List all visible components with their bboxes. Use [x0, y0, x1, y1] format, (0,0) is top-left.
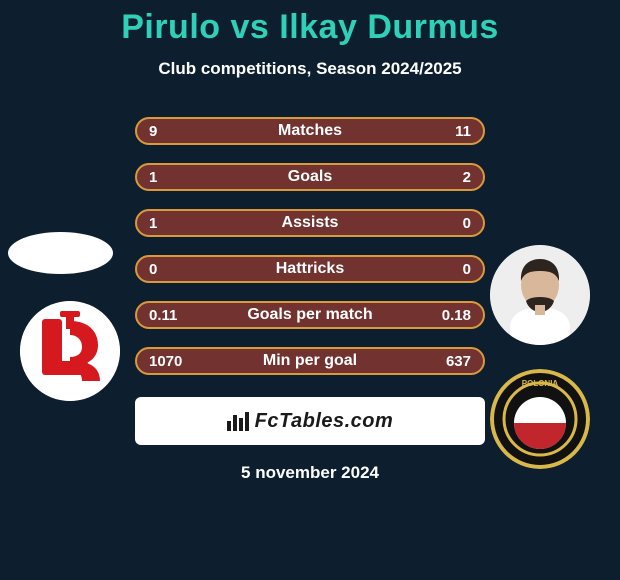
lks-lodz-icon	[20, 301, 120, 401]
stat-left-value: 1	[149, 169, 157, 186]
stat-row: 9 Matches 11	[135, 117, 485, 145]
player-left-avatar-placeholder	[8, 232, 113, 274]
stat-label: Goals	[288, 168, 332, 186]
stat-label: Min per goal	[263, 352, 357, 370]
stat-row: 0 Hattricks 0	[135, 255, 485, 283]
stat-right-value: 0	[463, 215, 471, 232]
bar-chart-icon	[227, 411, 249, 431]
stats-area: POLONIA 9Matches111Goals21Assists00Hattr…	[0, 117, 620, 393]
stat-right-value: 2	[463, 169, 471, 186]
page-title: Pirulo vs Ilkay Durmus	[121, 8, 499, 47]
stat-left-value: 0.11	[149, 307, 177, 324]
fctables-watermark: FcTables.com	[135, 397, 485, 445]
page-subtitle: Club competitions, Season 2024/2025	[158, 59, 461, 79]
stat-label: Hattricks	[276, 260, 344, 278]
stat-left-value: 1070	[149, 353, 182, 370]
team-right-badge: POLONIA	[490, 369, 590, 469]
date-label: 5 november 2024	[241, 463, 379, 483]
stat-right-value: 0	[463, 261, 471, 278]
polonia-warsaw-icon: POLONIA	[490, 369, 590, 469]
stat-label: Goals per match	[247, 306, 372, 324]
player-right-avatar	[490, 245, 590, 345]
stat-left-value: 9	[149, 123, 157, 140]
svg-text:POLONIA: POLONIA	[522, 379, 559, 388]
stat-right-value: 637	[446, 353, 471, 370]
stat-right-value: 0.18	[442, 307, 471, 324]
fctables-label: FcTables.com	[255, 410, 394, 433]
player-portrait-icon	[490, 245, 590, 345]
stat-label: Assists	[282, 214, 339, 232]
stat-left-value: 0	[149, 261, 157, 278]
stat-right-value: 11	[455, 123, 471, 140]
stat-row: 1 Goals 2	[135, 163, 485, 191]
stat-label: Matches	[278, 122, 342, 140]
page-content: Pirulo vs Ilkay Durmus Club competitions…	[0, 0, 620, 580]
team-left-badge	[20, 301, 120, 401]
stat-row: 1 Assists 0	[135, 209, 485, 237]
stat-left-value: 1	[149, 215, 157, 232]
stat-row: 0.11 Goals per match 0.18	[135, 301, 485, 329]
stat-row: 1070 Min per goal 637	[135, 347, 485, 375]
